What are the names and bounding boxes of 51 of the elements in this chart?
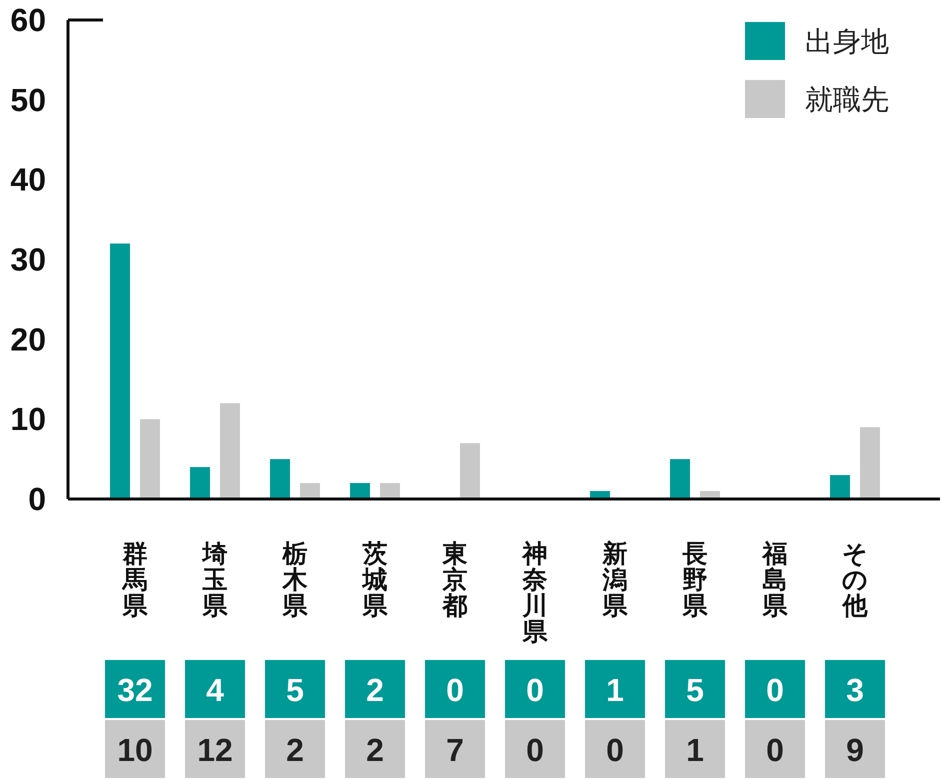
data-label: 2 (366, 732, 384, 768)
y-tick-label: 50 (10, 82, 46, 118)
x-tick-label: 埼玉県 (202, 540, 228, 620)
data-label: 0 (446, 672, 464, 708)
data-label: 0 (766, 732, 784, 768)
legend-label: 就職先 (805, 84, 889, 115)
bar (380, 483, 400, 499)
data-label: 2 (286, 732, 304, 768)
x-tick-label: 長野県 (682, 540, 708, 620)
bar (460, 443, 480, 499)
bar (670, 459, 690, 499)
data-label: 5 (686, 672, 704, 708)
bar (140, 419, 160, 499)
y-tick-label: 40 (10, 162, 46, 198)
data-label: 0 (606, 732, 624, 768)
bar (300, 483, 320, 499)
data-label: 10 (117, 732, 153, 768)
data-label: 4 (206, 672, 224, 708)
x-tick-label: 福島県 (762, 540, 788, 620)
x-tick-label: 神奈川県 (522, 540, 548, 646)
bar (110, 244, 130, 499)
data-label: 0 (766, 672, 784, 708)
data-label: 2 (366, 672, 384, 708)
x-tick-label: 群馬県 (122, 540, 148, 620)
data-label: 32 (117, 672, 153, 708)
data-label: 1 (606, 672, 624, 708)
y-tick-label: 30 (10, 242, 46, 278)
y-tick-label: 10 (10, 401, 46, 438)
bar (190, 467, 210, 499)
bar (830, 475, 850, 499)
bar (220, 403, 240, 499)
data-label: 3 (846, 672, 864, 708)
bar (860, 427, 880, 499)
x-tick-label: 新潟県 (602, 540, 628, 620)
bar (270, 459, 290, 499)
data-label: 9 (846, 732, 864, 768)
x-tick-label: 栃木県 (282, 540, 308, 620)
legend-label: 出身地 (805, 26, 889, 57)
data-label: 7 (446, 732, 464, 768)
data-label: 12 (197, 732, 233, 768)
data-label: 0 (526, 732, 544, 768)
x-tick-label: その他 (842, 540, 868, 620)
y-tick-label: 60 (10, 2, 46, 38)
data-label: 5 (286, 672, 304, 708)
data-label: 0 (526, 672, 544, 708)
y-tick-label: 20 (10, 321, 46, 358)
y-tick-label: 0 (28, 481, 46, 517)
data-label: 1 (686, 732, 704, 768)
x-tick-label: 東京都 (442, 540, 468, 620)
bar (350, 483, 370, 499)
x-tick-label: 茨城県 (362, 540, 388, 620)
